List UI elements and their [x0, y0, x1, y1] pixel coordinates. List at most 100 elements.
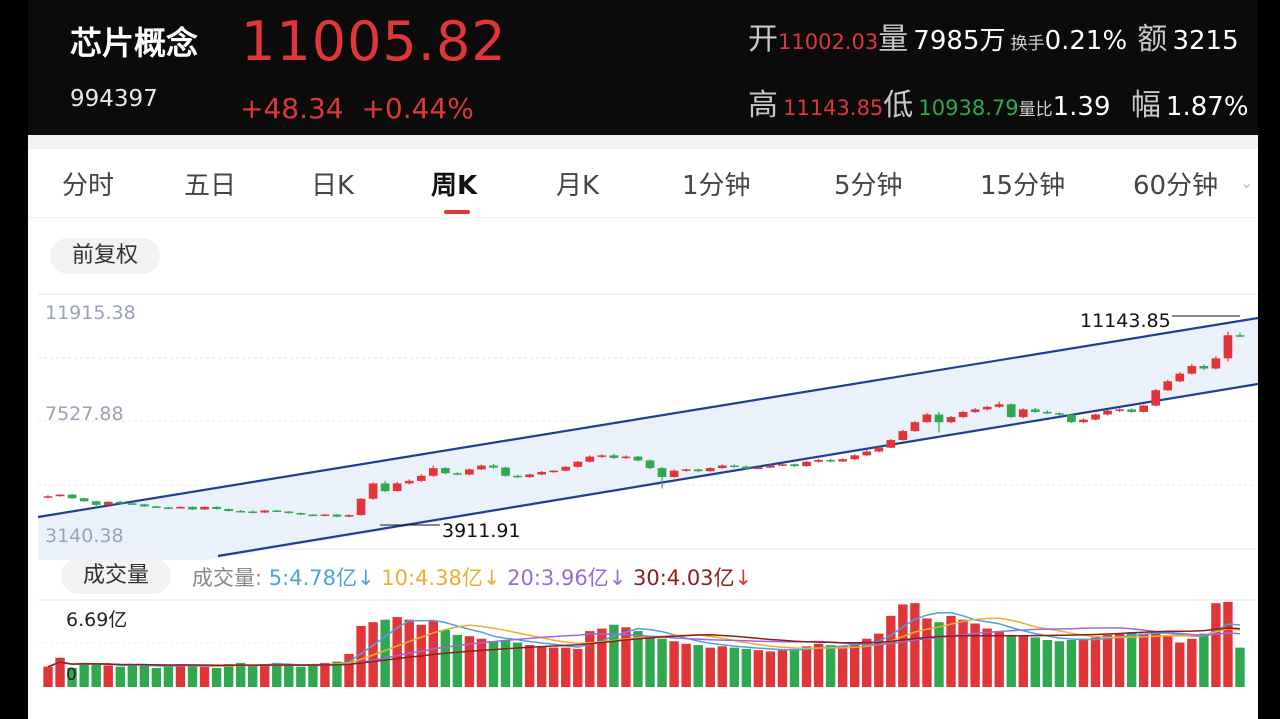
candle-down: [693, 469, 703, 472]
candle-up: [103, 501, 113, 505]
candle-up: [344, 515, 354, 517]
candle-down: [79, 498, 89, 502]
volume-bar: [1018, 636, 1028, 687]
candle-up: [850, 455, 860, 460]
volume-bar: [597, 628, 607, 687]
candle-up: [970, 409, 980, 412]
volume-bar: [741, 648, 752, 687]
amplitude-label: 幅: [1130, 88, 1161, 123]
tab-daily-k[interactable]: 日K: [311, 171, 355, 201]
volume-bar: [380, 619, 390, 687]
volume-bar: [765, 651, 776, 687]
volume-bar: [175, 664, 186, 687]
amplitude-value: 1.87%: [1165, 92, 1249, 122]
candle-up: [922, 414, 932, 423]
volume-bar: [910, 603, 920, 687]
candle-up: [368, 483, 378, 499]
volume-bar: [452, 634, 463, 687]
stats-row-1: 开11002.03量 7985万 换手0.21% 额 3215: [748, 14, 1239, 58]
volume-bar: [1126, 632, 1137, 687]
candle-up: [1139, 405, 1148, 412]
price-change: +48.34 +0.44%: [240, 92, 474, 125]
volume-bar: [669, 641, 679, 687]
tab-monthly-k[interactable]: 月K: [556, 171, 600, 201]
candle-up: [946, 417, 956, 423]
tab-60min[interactable]: 60分钟: [1133, 171, 1219, 201]
candle-up: [862, 451, 872, 456]
volume-bar: [1114, 633, 1125, 687]
candle-down: [489, 465, 498, 468]
volume-bar: [1138, 633, 1149, 687]
volume-bar: [67, 667, 77, 687]
volume-bar: [151, 667, 162, 687]
candle-up: [910, 422, 920, 432]
volume-bar: [850, 642, 860, 687]
stock-name: 芯片概念: [70, 24, 199, 62]
open-label: 开: [748, 22, 778, 57]
volume-bar: [825, 645, 836, 687]
candle-down: [1055, 413, 1064, 415]
volume-bar: [693, 645, 703, 687]
vol-ratio-label: 量比: [1018, 100, 1053, 120]
candle-up: [898, 431, 908, 441]
candle-down: [729, 465, 739, 468]
tab-5min[interactable]: 5分钟: [834, 171, 903, 201]
volume-bar: [1042, 639, 1053, 687]
volume-label: 量: [878, 22, 909, 57]
tab-weekly-k[interactable]: 周K: [431, 171, 478, 201]
candle-up: [802, 461, 811, 467]
candle-up: [537, 471, 546, 475]
change-percent: +0.44%: [361, 92, 474, 125]
volume-bar: [946, 615, 956, 687]
candle-down: [127, 503, 137, 505]
volume-bar: [488, 641, 499, 687]
volume-bar: [332, 661, 342, 687]
candle-up: [717, 465, 727, 469]
candle-down: [1127, 409, 1136, 412]
volume-bar: [524, 645, 535, 687]
volume-bar: [958, 619, 968, 687]
candle-up: [766, 465, 775, 468]
candle-up: [176, 506, 185, 509]
volume-zero-label: 0: [66, 665, 77, 685]
turnover-value: 0.21%: [1044, 26, 1128, 56]
volume-bar: [994, 631, 1004, 687]
candle-down: [1067, 414, 1076, 423]
amount-label: 额: [1137, 22, 1168, 57]
volume-bar: [1151, 631, 1161, 687]
tab-15min[interactable]: 15分钟: [980, 171, 1066, 201]
candle-up: [1163, 381, 1173, 391]
volume-bar: [1078, 638, 1089, 687]
kline-chart: 11915.38 7527.88 3140.38 11143.85 3911.9…: [37, 293, 1258, 687]
volume-bar: [308, 664, 318, 687]
volume-bar: [163, 666, 174, 687]
candle-down: [645, 460, 655, 469]
tab-1min[interactable]: 1分钟: [682, 171, 751, 201]
volume-bar: [801, 646, 812, 687]
tab-intraday[interactable]: 分时: [62, 171, 115, 201]
candle-down: [742, 466, 751, 469]
candle-up: [778, 464, 787, 466]
low-marker-label: 3911.91: [442, 520, 521, 542]
candle-down: [67, 494, 77, 499]
arrow-down-icon: ↓: [734, 566, 753, 590]
volume-ma30-line: [47, 627, 1241, 668]
volume-bar: [103, 665, 113, 687]
volume-ma20: 20:3.96亿: [507, 566, 609, 590]
volume-bar: [561, 647, 571, 687]
volume-bar: [248, 665, 258, 687]
chevron-down-icon[interactable]: ⌄: [1240, 173, 1254, 192]
volume-indicator-button[interactable]: 成交量: [61, 558, 172, 594]
candle-down: [284, 511, 294, 514]
arrow-down-icon: ↓: [608, 566, 627, 590]
candle-up: [705, 468, 715, 472]
volume-bar: [115, 666, 125, 687]
candle-down: [236, 510, 245, 513]
tab-five-day[interactable]: 五日: [184, 171, 237, 201]
period-tabs: 分时 五日 日K 周K 月K 1分钟 5分钟 15分钟 60分钟 ⌄: [28, 149, 1258, 218]
volume-bar: [934, 622, 944, 687]
candle-up: [994, 404, 1004, 407]
candle-up: [1211, 358, 1221, 369]
volume-bar: [777, 650, 788, 687]
adjust-mode-button[interactable]: 前复权: [50, 238, 161, 274]
